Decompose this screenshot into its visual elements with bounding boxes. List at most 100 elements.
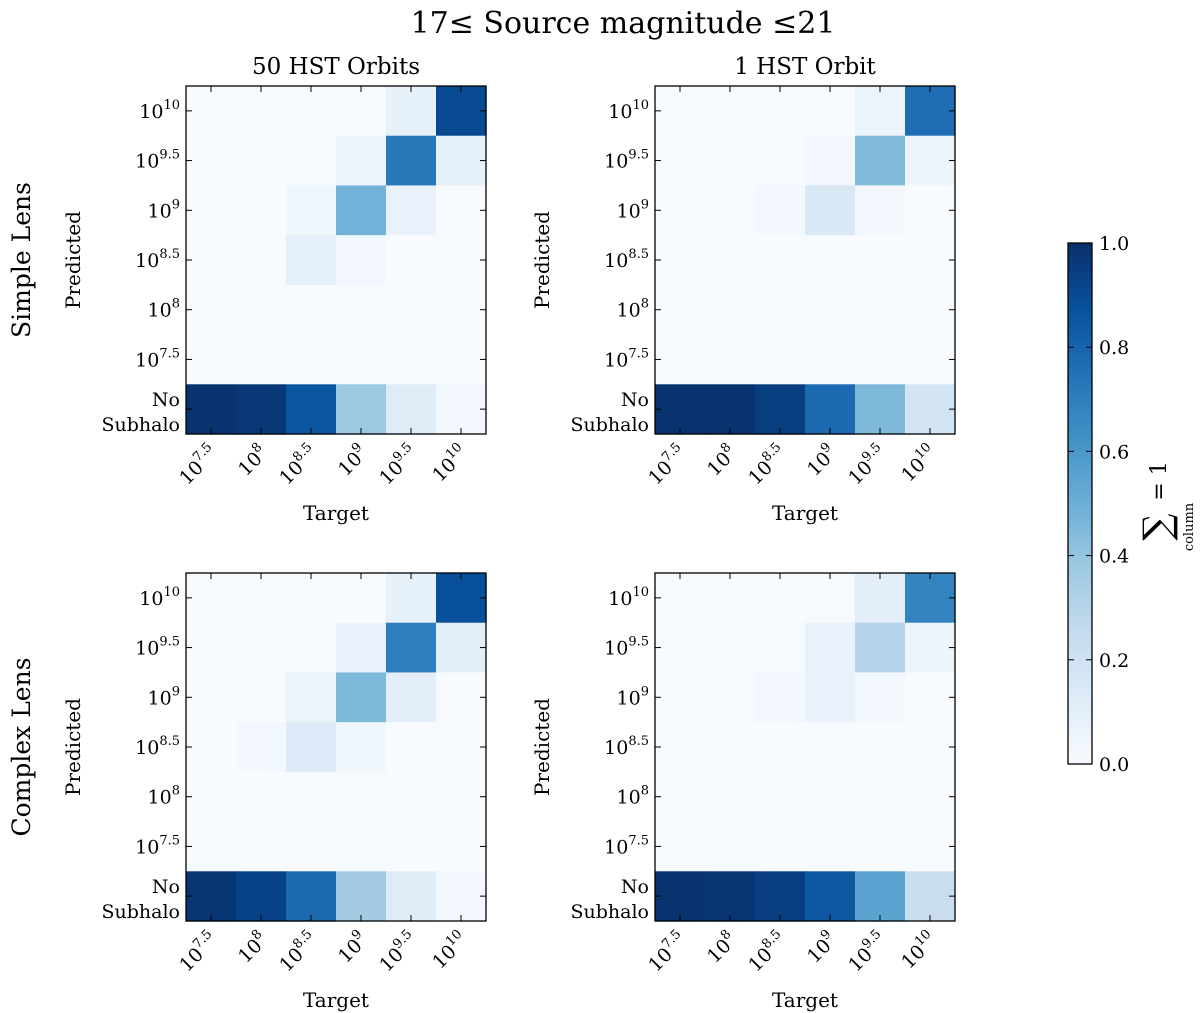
heatmap-cell	[655, 185, 706, 236]
y-tick-label: 1010	[608, 585, 649, 610]
heatmap-cell	[286, 871, 337, 922]
heatmap-cell	[336, 573, 387, 624]
heatmap-cell	[755, 722, 806, 773]
row-label-1: Simple Lens	[7, 182, 36, 338]
heatmap-cell	[336, 135, 387, 187]
heatmap-cell	[805, 284, 856, 336]
heatmap-cell	[186, 334, 237, 385]
heatmap-cell	[755, 821, 806, 872]
heatmap-cell	[705, 722, 756, 773]
heatmap-cell	[855, 821, 906, 872]
heatmap-cell	[855, 235, 906, 286]
y-tick-label: 109	[617, 197, 649, 222]
heatmap-cell	[186, 235, 237, 286]
heatmap-cell	[805, 722, 856, 773]
heatmap-cell	[286, 722, 337, 773]
heatmap-cell	[186, 185, 237, 236]
colorbar-tick-label: 0.6	[1099, 441, 1129, 463]
y-tick-label: 109.5	[604, 635, 649, 660]
heatmap-cell	[905, 284, 956, 336]
heatmap-cell	[755, 284, 806, 336]
heatmap-cell	[655, 871, 706, 922]
x-axis-label: Target	[303, 988, 369, 1012]
x-tick-label: 109	[332, 927, 373, 968]
heatmap-cell	[386, 86, 437, 137]
heatmap-cell	[655, 821, 706, 872]
heatmap-cell	[805, 135, 856, 187]
x-tick-label: 1010	[895, 927, 941, 973]
colorbar-tick-label: 1.0	[1099, 233, 1129, 255]
x-tick-label: 108.5	[273, 927, 322, 976]
colorbar-frame	[1067, 242, 1093, 765]
heatmap-cell	[855, 384, 906, 435]
y-tick-label: 109.5	[604, 148, 649, 173]
colorbar-tick-label: 0.2	[1099, 650, 1129, 672]
heatmap-cell	[855, 135, 906, 187]
heatmap-cell	[905, 135, 956, 187]
heatmap-cell	[705, 384, 756, 435]
y-tick-label: 108	[617, 297, 649, 322]
heatmap-cell	[905, 722, 956, 773]
heatmap-cell	[186, 871, 237, 922]
heatmap-cell	[386, 284, 437, 336]
x-tick-label: 109	[332, 440, 373, 481]
heatmap-cell	[805, 622, 856, 674]
y-tick-label: 109	[617, 684, 649, 709]
x-tick-label: 109	[801, 440, 842, 481]
heatmap-cell	[705, 135, 756, 187]
heatmap-cell	[436, 86, 487, 137]
heatmap-cell	[655, 334, 706, 385]
x-tick-label: 107.5	[642, 927, 691, 976]
heatmap-cell	[386, 722, 437, 773]
heatmap-cell	[186, 722, 237, 773]
heatmap-cell	[186, 135, 237, 187]
heatmap-cell	[655, 135, 706, 187]
colorbar: 0.0 0.2 0.4 0.6 0.8 1.0 ∑ column = 1	[1067, 233, 1197, 776]
heatmap-cell	[336, 334, 387, 385]
y-tick-label: 107.5	[135, 346, 180, 371]
heatmap-cell	[436, 284, 487, 336]
y-tick-label: 109.5	[135, 635, 180, 660]
x-tick-label: 108.5	[742, 927, 791, 976]
y-tick-label: 108	[148, 297, 180, 322]
heatmap-cell	[855, 86, 906, 137]
x-tick-label: 107.5	[642, 440, 691, 489]
heatmap-cell	[336, 622, 387, 674]
x-tick-label: 108	[232, 440, 273, 481]
heatmap-cell	[386, 384, 437, 435]
y-tick-label: 109	[148, 684, 180, 709]
heatmap-cell	[755, 135, 806, 187]
heatmap-cell	[855, 622, 906, 674]
heatmap-cell	[386, 672, 437, 723]
heatmap-cell	[236, 622, 287, 674]
column-title-2: 1 HST Orbit	[734, 54, 876, 80]
heatmap-cell	[186, 384, 237, 435]
heatmap-cell	[286, 86, 337, 137]
heatmap-cell	[436, 821, 487, 872]
heatmap-cell	[705, 672, 756, 723]
heatmap-cell	[755, 622, 806, 674]
heatmap-cell	[286, 821, 337, 872]
heatmap-cell	[805, 185, 856, 236]
y-axis-label: Predicted	[530, 211, 554, 309]
y-tick-label: 108	[148, 784, 180, 809]
heatmap-cell	[436, 722, 487, 773]
heatmap-cell	[705, 284, 756, 336]
heatmap-cell	[655, 622, 706, 674]
heatmap-cell	[905, 672, 956, 723]
heatmap-cell	[655, 771, 706, 823]
heatmap-cell	[905, 771, 956, 823]
colorbar-label-sum: ∑	[1135, 513, 1179, 540]
heatmap-cell	[655, 235, 706, 286]
y-tick-label: 107.5	[604, 833, 649, 858]
heatmap-cell	[186, 622, 237, 674]
heatmap-cell	[336, 384, 387, 435]
heatmap-cell	[436, 771, 487, 823]
heatmap-cell	[286, 771, 337, 823]
x-tick-label: 108	[232, 927, 273, 968]
y-tick-label: 1010	[139, 585, 180, 610]
heatmap-cell	[755, 384, 806, 435]
heatmap-cell	[336, 86, 387, 137]
